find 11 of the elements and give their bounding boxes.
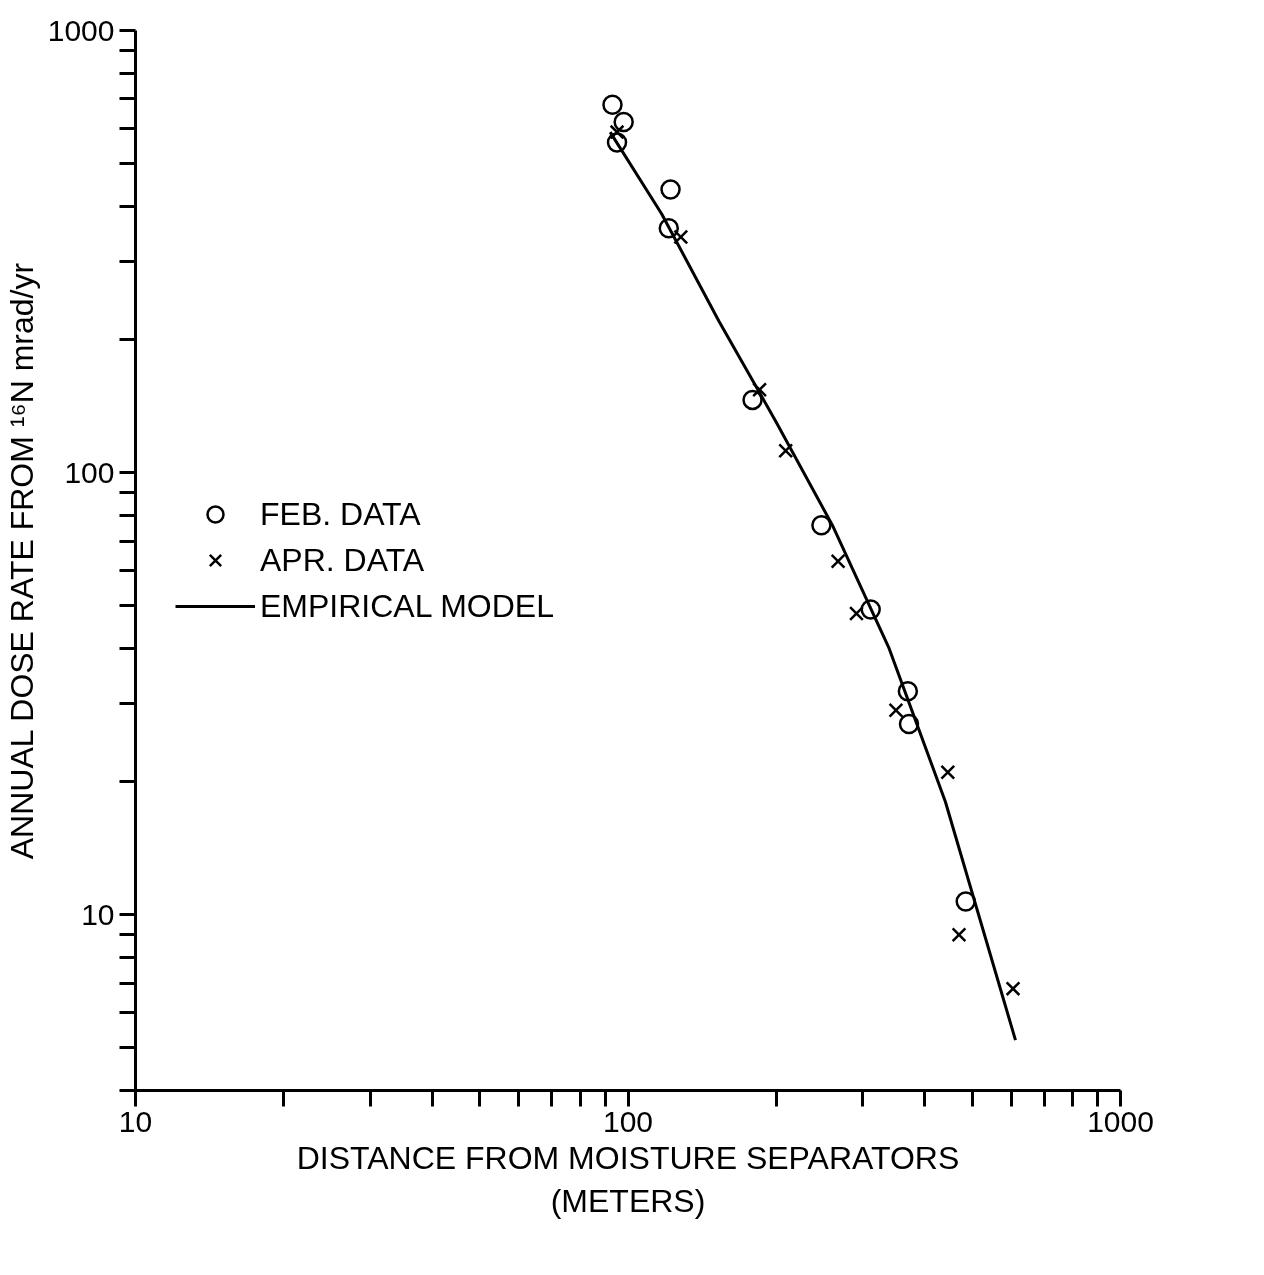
x-tick-label: 1000 xyxy=(1087,1104,1154,1138)
x-axis-title: DISTANCE FROM MOISTURE SEPARATORS (METERS) xyxy=(296,1139,960,1219)
legend-label: APR. DATA xyxy=(260,541,425,579)
y-axis-title: ANNUAL DOSE RATE FROM ¹⁶N mrad/yr xyxy=(3,262,40,860)
legend-label: FEB. DATA xyxy=(260,495,421,533)
legend-label: EMPIRICAL MODEL xyxy=(260,587,554,625)
y-tick-label: 10 xyxy=(81,897,115,931)
y-tick-label: 1000 xyxy=(47,13,115,47)
x-tick-label: 100 xyxy=(602,1104,654,1138)
x-tick-label: 10 xyxy=(118,1104,153,1138)
y-tick-label: 100 xyxy=(64,455,115,489)
